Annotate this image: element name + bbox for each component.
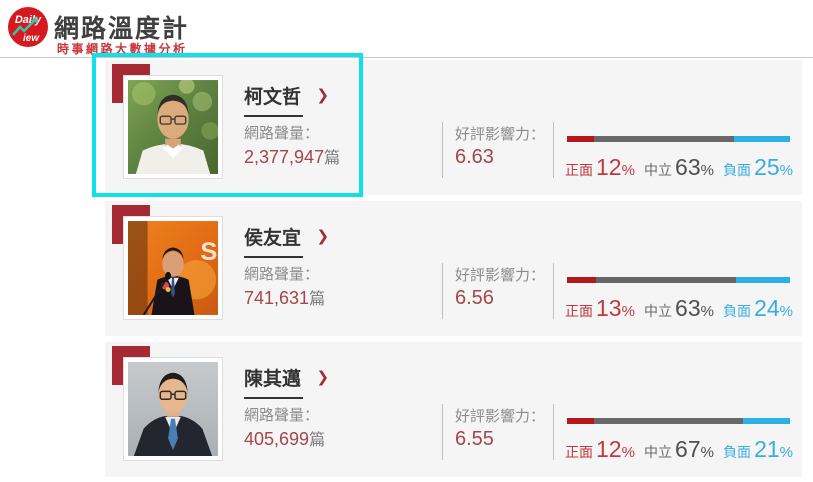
vertical-divider bbox=[442, 404, 443, 460]
sentiment-bar bbox=[567, 418, 790, 424]
header-divider bbox=[0, 57, 813, 58]
chevron-right-icon[interactable]: ❯ bbox=[316, 87, 330, 104]
volume-unit: 篇 bbox=[309, 291, 326, 308]
volume-label: 網路聲量： bbox=[244, 266, 320, 283]
ranking-card-1: 1 bbox=[105, 60, 802, 195]
volume-unit: 篇 bbox=[309, 432, 326, 449]
volume-value: 2,377,947篇 bbox=[244, 147, 341, 167]
ranking-list: 1 bbox=[105, 60, 802, 482]
vertical-divider bbox=[553, 404, 554, 460]
influence-value: 6.63 bbox=[455, 146, 494, 168]
sentiment-bar-neutral bbox=[593, 136, 735, 142]
positive-stat: 正面 13% bbox=[565, 295, 635, 321]
site-header: Daily iew 網路溫度計 時事網路大數據分析 bbox=[0, 0, 813, 57]
svg-text:S: S bbox=[200, 238, 217, 266]
negative-stat: 負面 24% bbox=[723, 295, 793, 321]
candidate-photo[interactable] bbox=[123, 357, 223, 461]
candidate-name-link[interactable]: 柯文哲 bbox=[244, 82, 304, 117]
volume-label: 網路聲量： bbox=[244, 125, 320, 142]
volume-label: 網路聲量： bbox=[244, 407, 320, 424]
neutral-stat: 中立 63% bbox=[644, 154, 714, 180]
influence-label: 好評影響力： bbox=[455, 267, 546, 284]
svg-text:Daily: Daily bbox=[15, 14, 42, 26]
ranking-card-3: 3 陳其邁 bbox=[105, 342, 802, 477]
chevron-right-icon[interactable]: ❯ bbox=[316, 369, 330, 386]
negative-stat: 負面 25% bbox=[723, 154, 793, 180]
sentiment-bar-negative bbox=[736, 277, 790, 283]
sentiment-bar-positive bbox=[567, 277, 596, 283]
dailyview-logo-icon[interactable]: Daily iew bbox=[7, 6, 49, 48]
vertical-divider bbox=[442, 122, 443, 178]
sentiment-bar-neutral bbox=[595, 277, 737, 283]
photo-studio-portrait bbox=[128, 362, 218, 456]
candidate-name-link[interactable]: 侯友宜 bbox=[244, 223, 304, 258]
volume-unit: 篇 bbox=[324, 150, 341, 167]
volume-value: 741,631篇 bbox=[244, 288, 326, 308]
vertical-divider bbox=[553, 263, 554, 319]
sentiment-bar-negative bbox=[734, 136, 790, 142]
sentiment-bar-positive bbox=[567, 418, 594, 424]
svg-text:iew: iew bbox=[23, 33, 40, 44]
candidate-name-link[interactable]: 陳其邁 bbox=[244, 364, 304, 399]
chevron-right-icon[interactable]: ❯ bbox=[316, 228, 330, 245]
sentiment-bar-negative bbox=[743, 418, 790, 424]
sentiment-bar bbox=[567, 136, 790, 142]
candidate-photo[interactable] bbox=[123, 75, 223, 179]
neutral-stat: 中立 67% bbox=[644, 436, 714, 462]
sentiment-percentages: 正面 13% 中立 63% 負面 24% bbox=[565, 295, 793, 322]
site-subtitle: 時事網路大數據分析 bbox=[57, 42, 188, 56]
ranking-card-2: 2 S bbox=[105, 201, 802, 336]
influence-label: 好評影響力： bbox=[455, 408, 546, 425]
sentiment-bar-positive bbox=[567, 136, 594, 142]
candidate-photo[interactable]: S bbox=[123, 216, 223, 320]
positive-stat: 正面 12% bbox=[565, 436, 635, 462]
influence-value: 6.56 bbox=[455, 287, 494, 309]
sentiment-bar-neutral bbox=[593, 418, 744, 424]
site-title: 網路溫度計 bbox=[54, 15, 190, 43]
volume-value: 405,699篇 bbox=[244, 429, 326, 449]
influence-label: 好評影響力： bbox=[455, 126, 546, 143]
positive-stat: 正面 12% bbox=[565, 154, 635, 180]
vertical-divider bbox=[553, 122, 554, 178]
photo-event-portrait: S bbox=[128, 221, 218, 315]
sentiment-percentages: 正面 12% 中立 67% 負面 21% bbox=[565, 436, 793, 463]
sentiment-percentages: 正面 12% 中立 63% 負面 25% bbox=[565, 154, 793, 181]
photo-outdoor-portrait bbox=[128, 80, 218, 174]
influence-value: 6.55 bbox=[455, 428, 494, 450]
neutral-stat: 中立 63% bbox=[644, 295, 714, 321]
negative-stat: 負面 21% bbox=[723, 436, 793, 462]
vertical-divider bbox=[442, 263, 443, 319]
sentiment-bar bbox=[567, 277, 790, 283]
